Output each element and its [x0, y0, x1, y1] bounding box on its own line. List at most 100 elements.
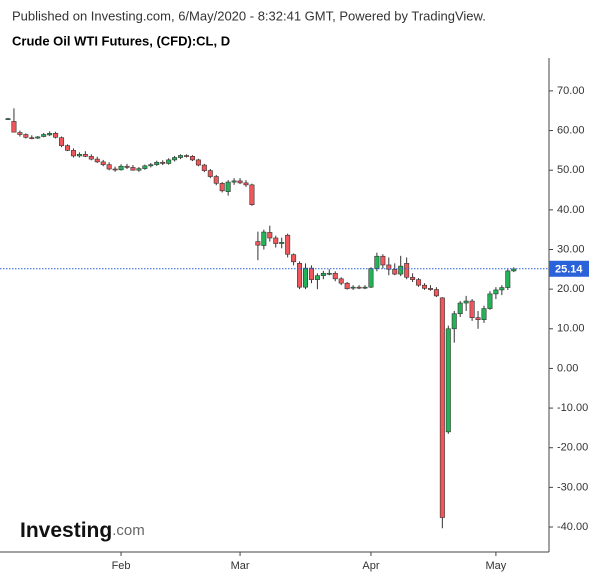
- y-tick-label: 70.00: [557, 85, 585, 97]
- y-tick-label: -40.00: [557, 521, 588, 533]
- candle-body: [41, 134, 47, 137]
- candle-body: [416, 279, 422, 286]
- logo: Investing.com: [20, 519, 145, 542]
- candle-body: [148, 164, 154, 167]
- candle-body: [225, 181, 231, 192]
- candle-body: [273, 237, 279, 244]
- x-tick-label: Mar: [231, 560, 250, 572]
- candle-body: [386, 264, 392, 270]
- y-tick-label: -20.00: [557, 442, 588, 454]
- y-tick-label: 60.00: [557, 124, 585, 136]
- candle-body: [172, 157, 178, 161]
- candle-body: [184, 155, 190, 157]
- candle-body: [243, 182, 249, 186]
- logo-main: Investing: [20, 519, 112, 542]
- y-tick-label: -10.00: [557, 402, 588, 414]
- logo-suffix: .com: [112, 522, 145, 539]
- y-tick-label: 0.00: [557, 362, 578, 374]
- candle-body: [362, 286, 368, 289]
- candle-body: [231, 180, 237, 183]
- candle-body: [255, 241, 261, 246]
- candle-body: [410, 276, 416, 280]
- candle-body: [118, 165, 124, 171]
- candle-body: [439, 297, 445, 518]
- candle-body: [469, 300, 475, 318]
- candle-body: [65, 145, 71, 151]
- candle-body: [332, 272, 338, 280]
- candle-body: [380, 255, 386, 266]
- candle-body: [398, 265, 404, 275]
- candle-body: [326, 272, 332, 275]
- candle-body: [5, 118, 11, 120]
- candle-body: [499, 287, 505, 291]
- y-tick-label: 20.00: [557, 283, 585, 295]
- candle-body: [267, 232, 273, 239]
- candle-body: [35, 136, 41, 139]
- candle-body: [154, 161, 160, 165]
- candle-body: [17, 132, 23, 135]
- candle-body: [112, 168, 118, 171]
- last-price-box: [549, 260, 589, 277]
- candle-body: [505, 270, 511, 288]
- candle-body: [237, 180, 243, 184]
- candle-body: [421, 284, 427, 289]
- candle-body: [451, 313, 457, 330]
- candle-body: [166, 159, 172, 164]
- candle-body: [433, 289, 439, 297]
- candle-body: [100, 161, 106, 165]
- candle-body: [23, 134, 29, 138]
- candle-body: [368, 268, 374, 288]
- candle-body: [297, 263, 303, 288]
- y-tick-label: 10.00: [557, 323, 585, 335]
- candle-body: [11, 121, 17, 133]
- candle-body: [76, 154, 82, 157]
- candle-body: [350, 286, 356, 289]
- candle-body: [219, 182, 225, 192]
- published-note: Published on Investing.com, 6/May/2020 -…: [12, 8, 486, 23]
- candle-body: [82, 154, 88, 157]
- last-price-label: 25.14: [555, 264, 583, 276]
- candle-body: [320, 272, 326, 276]
- candle-body: [201, 164, 207, 171]
- candle-body: [70, 150, 76, 157]
- candle-body: [463, 300, 469, 304]
- candle-body: [457, 302, 463, 315]
- candle-body: [427, 288, 433, 290]
- candle-body: [291, 254, 297, 263]
- candle-body: [195, 159, 201, 166]
- candle-body: [279, 242, 285, 244]
- y-tick-label: 30.00: [557, 243, 585, 255]
- candle-body: [124, 165, 130, 168]
- x-tick-label: Apr: [362, 560, 379, 572]
- candle-body: [189, 156, 195, 161]
- candle-body: [207, 170, 213, 177]
- candle-body: [88, 156, 94, 160]
- candle-body: [356, 286, 362, 289]
- candle-body: [493, 289, 499, 295]
- candle-body: [160, 161, 166, 164]
- candle-body: [344, 282, 350, 290]
- candle-body: [29, 137, 35, 139]
- candle-body: [47, 133, 53, 136]
- candle-body: [261, 231, 267, 246]
- candle-body: [487, 293, 493, 309]
- candle-body: [53, 133, 59, 138]
- candle-body: [338, 278, 344, 284]
- candle-body: [249, 184, 255, 205]
- candle-body: [106, 164, 112, 170]
- candle-body: [142, 165, 148, 169]
- candle-body: [213, 176, 219, 184]
- candle-body: [308, 267, 314, 280]
- candle-body: [475, 317, 481, 320]
- candle-body: [136, 168, 142, 171]
- candle-body: [130, 167, 136, 171]
- x-tick-label: Feb: [112, 560, 131, 572]
- candle-body: [374, 255, 380, 269]
- y-tick-label: -30.00: [557, 481, 588, 493]
- y-tick-label: 40.00: [557, 204, 585, 216]
- chart-title: Crude Oil WTI Futures, (CFD):CL, D: [12, 33, 230, 48]
- candle-body: [481, 308, 487, 320]
- candle-body: [285, 234, 291, 255]
- candle-body: [445, 328, 451, 433]
